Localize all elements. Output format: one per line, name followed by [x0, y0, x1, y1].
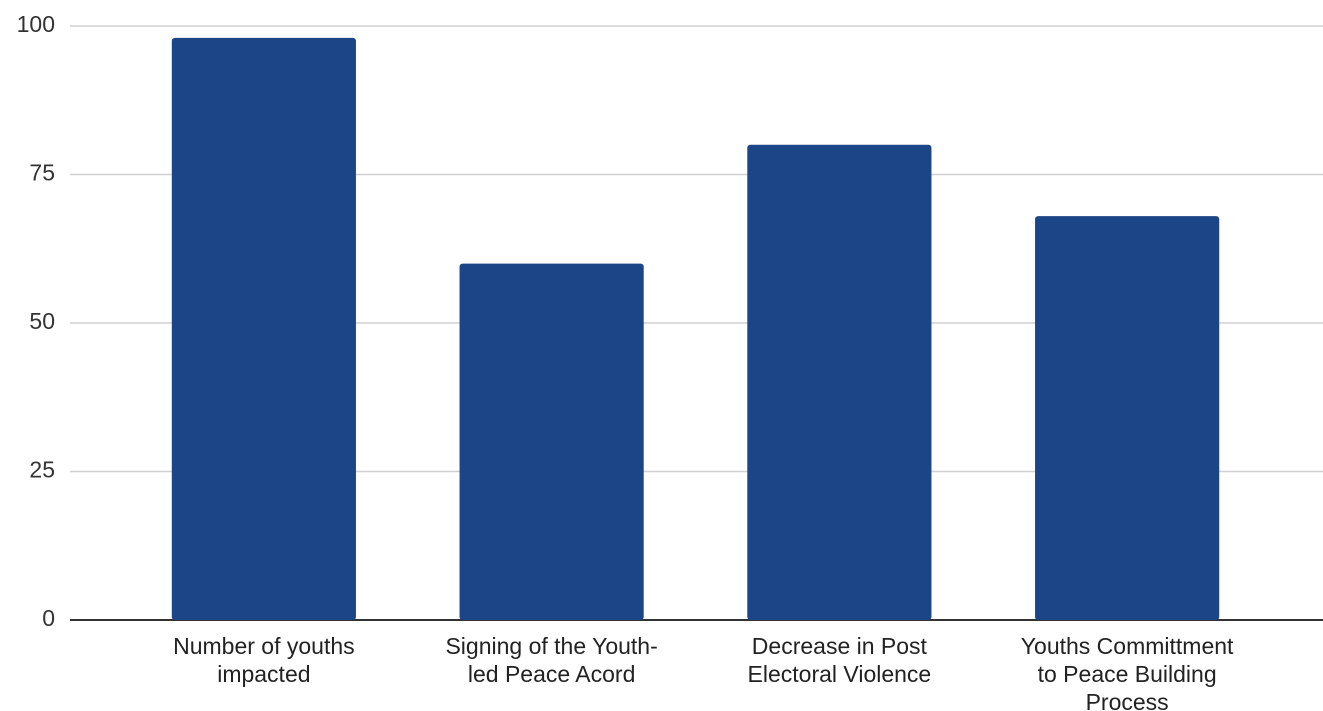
- x-tick-label: Signing of the Youth-led Peace Acord: [445, 633, 658, 687]
- x-tick-label: Decrease in Post Electoral Violence: [747, 633, 932, 687]
- y-tick-label: 75: [29, 160, 55, 186]
- y-tick-label: 0: [42, 605, 55, 631]
- bar: [459, 263, 644, 620]
- x-tick-label: Youths Committment to Peace Building Pro…: [1020, 633, 1234, 711]
- x-tick-label: Number of youths impacted: [173, 633, 355, 687]
- bar: [747, 144, 932, 621]
- bar: [171, 37, 356, 620]
- bar: [1035, 216, 1220, 620]
- y-tick-label: 25: [29, 457, 55, 483]
- y-tick-label: 100: [17, 11, 55, 37]
- y-tick-label: 50: [29, 308, 55, 334]
